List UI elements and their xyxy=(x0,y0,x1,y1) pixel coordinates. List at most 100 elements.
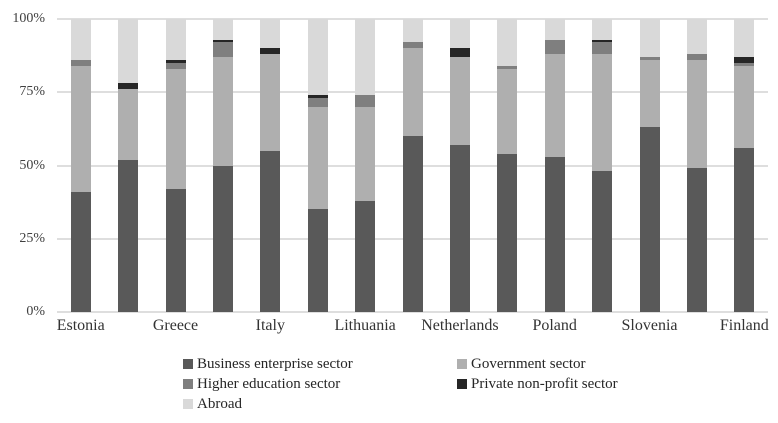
bar-segment-business-enterprise-sector xyxy=(544,156,565,312)
bar-segment-private-non-profit-sector xyxy=(734,57,755,63)
bar-segment-government-sector xyxy=(70,65,91,192)
bar-segment-abroad xyxy=(734,19,755,58)
y-tick-label: 50% xyxy=(19,157,45,173)
bar-slovenia xyxy=(639,19,660,312)
bar-segment-government-sector xyxy=(402,48,423,137)
bar-segment-higher-education-sector xyxy=(212,42,233,58)
legend-item-government-sector: Government sector xyxy=(457,357,586,373)
bar-segment-business-enterprise-sector xyxy=(402,136,423,312)
bar-segment-government-sector xyxy=(118,89,139,160)
bar-segment-government-sector xyxy=(544,54,565,157)
bar-poland xyxy=(544,19,565,312)
bar-segment-abroad xyxy=(402,19,423,43)
bar-segment-abroad xyxy=(212,19,233,40)
bar-unlabeled-2 xyxy=(118,19,139,312)
x-tick-label-greece: Greece xyxy=(152,317,199,334)
bar-finland xyxy=(734,19,755,312)
legend-label: Private non-profit sector xyxy=(471,376,618,392)
bar-segment-government-sector xyxy=(355,106,376,201)
bar-segment-business-enterprise-sector xyxy=(165,188,186,312)
bar-segment-abroad xyxy=(118,19,139,84)
bar-segment-higher-education-sector xyxy=(307,98,328,107)
x-tick-label-italy: Italy xyxy=(255,317,285,334)
bar-segment-business-enterprise-sector xyxy=(260,150,281,312)
bar-segment-higher-education-sector xyxy=(592,42,613,55)
bar-segment-abroad xyxy=(686,19,707,55)
bar-segment-abroad xyxy=(355,19,376,96)
bar-segment-business-enterprise-sector xyxy=(118,159,139,312)
legend-swatch-icon xyxy=(183,359,193,369)
bar-unlabeled-10 xyxy=(497,19,518,312)
bar-estonia xyxy=(70,19,91,312)
bar-segment-business-enterprise-sector xyxy=(355,200,376,312)
legend-label: Government sector xyxy=(471,356,586,372)
bar-segment-private-non-profit-sector xyxy=(307,95,328,99)
bar-segment-government-sector xyxy=(686,60,707,169)
bar-segment-private-non-profit-sector xyxy=(165,60,186,63)
bar-segment-higher-education-sector xyxy=(497,65,518,69)
bar-segment-abroad xyxy=(307,19,328,96)
bar-segment-government-sector xyxy=(734,65,755,148)
bar-unlabeled-8 xyxy=(402,19,423,312)
bar-segment-abroad xyxy=(165,19,186,61)
bar-segment-business-enterprise-sector xyxy=(592,171,613,312)
bar-unlabeled-4 xyxy=(212,19,233,312)
legend-swatch-icon xyxy=(457,359,467,369)
legend-label: Abroad xyxy=(197,396,242,412)
legend-swatch-icon xyxy=(457,379,467,389)
bar-unlabeled-6 xyxy=(307,19,328,312)
legend-item-private-non-profit-sector: Private non-profit sector xyxy=(457,377,618,393)
x-tick-label-lithuania: Lithuania xyxy=(334,317,396,334)
bar-segment-higher-education-sector xyxy=(639,57,660,61)
bar-segment-abroad xyxy=(70,19,91,61)
x-tick-label-finland: Finland xyxy=(719,317,769,334)
bar-segment-government-sector xyxy=(307,106,328,210)
bar-segment-private-non-profit-sector xyxy=(449,48,470,58)
legend-swatch-icon xyxy=(183,379,193,389)
bar-segment-business-enterprise-sector xyxy=(212,165,233,312)
bar-segment-business-enterprise-sector xyxy=(734,147,755,312)
gridline-0% xyxy=(57,311,768,313)
y-tick-label: 0% xyxy=(26,304,45,319)
bar-segment-private-non-profit-sector xyxy=(592,39,613,43)
bar-greece xyxy=(165,19,186,312)
bar-segment-higher-education-sector xyxy=(165,62,186,69)
y-tick-label: 75% xyxy=(19,84,45,100)
bar-segment-business-enterprise-sector xyxy=(449,145,470,312)
bar-segment-abroad xyxy=(260,19,281,49)
bar-segment-government-sector xyxy=(592,54,613,172)
bar-unlabeled-12 xyxy=(592,19,613,312)
bar-segment-higher-education-sector xyxy=(355,95,376,107)
bar-segment-abroad xyxy=(639,19,660,58)
bar-segment-abroad xyxy=(544,19,565,40)
x-tick-label-slovenia: Slovenia xyxy=(621,317,678,334)
bar-segment-government-sector xyxy=(449,57,470,145)
bar-italy xyxy=(260,19,281,312)
bar-segment-government-sector xyxy=(165,68,186,189)
bar-segment-private-non-profit-sector xyxy=(260,48,281,55)
bar-segment-higher-education-sector xyxy=(70,60,91,66)
x-tick-label-poland: Poland xyxy=(532,317,577,334)
bar-segment-abroad xyxy=(497,19,518,66)
plot-area xyxy=(57,18,768,313)
bar-lithuania xyxy=(355,19,376,312)
bar-segment-abroad xyxy=(449,19,470,49)
bar-segment-government-sector xyxy=(212,57,233,166)
legend-swatch-icon xyxy=(183,399,193,409)
bar-segment-private-non-profit-sector xyxy=(118,83,139,90)
gridline-100% xyxy=(57,18,768,20)
bar-segment-government-sector xyxy=(639,60,660,128)
bar-segment-higher-education-sector xyxy=(402,42,423,49)
x-tick-label-estonia: Estonia xyxy=(56,317,105,334)
bar-netherlands xyxy=(449,19,470,312)
bar-segment-higher-education-sector xyxy=(686,54,707,61)
x-tick-label-netherlands: Netherlands xyxy=(421,317,499,334)
bar-segment-government-sector xyxy=(260,54,281,151)
bar-segment-business-enterprise-sector xyxy=(686,168,707,312)
y-tick-label: 100% xyxy=(12,11,45,26)
bar-segment-private-non-profit-sector xyxy=(212,39,233,43)
bar-segment-business-enterprise-sector xyxy=(307,209,328,312)
y-tick-label: 25% xyxy=(19,230,45,246)
legend-item-abroad: Abroad xyxy=(183,397,242,413)
